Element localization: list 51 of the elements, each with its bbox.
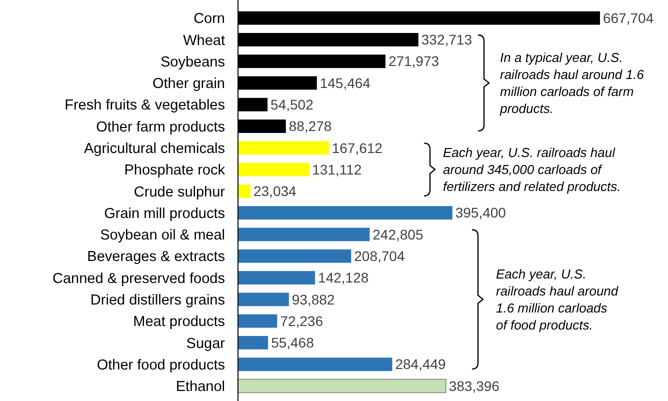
y-tick-label: Soybean oil & meal (100, 228, 225, 244)
y-tick-label: Agricultural chemicals (84, 140, 225, 157)
data-label: 383,396 (448, 378, 500, 394)
bar (238, 206, 452, 220)
annotation: In a typical year, U.S. railroads haul around 1.6 million carloads of farm products. (499, 50, 645, 116)
bar (238, 292, 289, 306)
data-label: 88,278 (288, 118, 332, 134)
data-label: 72,236 (280, 312, 324, 329)
bar (238, 184, 250, 198)
y-tick-label: Other food products (96, 357, 225, 374)
bar (238, 141, 329, 155)
y-tick-label: Dried distillers grains (90, 292, 225, 308)
y-tick-label: Wheat (183, 32, 225, 49)
annotation: Each year, U.S. railroads haul around 1.6 million carloads of food products. (496, 266, 619, 332)
y-tick-label: Other grain (152, 76, 225, 92)
y-tick-label: Canned & preserved foods (52, 270, 225, 287)
data-label: 395,400 (455, 204, 506, 221)
y-tick-label: Phosphate rock (124, 162, 226, 179)
y-tick-label: Crude sulphur (134, 184, 226, 200)
data-label: 54,502 (270, 96, 314, 113)
bar (238, 249, 352, 263)
y-tick-label: Fresh fruits & vegetables (64, 98, 225, 114)
data-label: 271,973 (388, 53, 440, 70)
y-tick-label: Sugar (186, 336, 226, 352)
data-label: 242,805 (372, 226, 424, 242)
data-label: 167,612 (332, 140, 383, 156)
bar (238, 162, 310, 176)
bar (238, 228, 370, 242)
annotation: Each year, U.S. railroads haul around 345,000 carloads of fertilizers and related products. (443, 145, 621, 194)
y-tick-label: Beverages & extracts (87, 249, 225, 266)
y-tick-label: Ethanol (176, 379, 225, 396)
y-tick-label: Corn (194, 11, 225, 28)
data-label: 284,449 (395, 356, 446, 372)
bar (238, 378, 446, 394)
data-label: 93,882 (292, 291, 335, 308)
y-tick-label: Grain mill products (104, 206, 225, 222)
bar (238, 314, 278, 328)
y-tick-label: Soybeans (160, 54, 225, 70)
data-label: 131,112 (312, 161, 362, 178)
bar (238, 336, 268, 350)
y-tick-label: Meat products (133, 314, 225, 330)
data-label: 23,034 (253, 183, 297, 200)
data-label: 55,468 (271, 334, 314, 351)
data-label: 142,128 (318, 270, 369, 286)
data-label: 145,464 (320, 74, 371, 91)
data-label: 667,704 (603, 10, 654, 26)
data-label: 332,713 (421, 32, 472, 48)
bar (238, 271, 316, 284)
y-tick-label: Other farm products (96, 119, 225, 136)
data-label: 208,704 (354, 248, 405, 264)
bar (238, 358, 392, 372)
